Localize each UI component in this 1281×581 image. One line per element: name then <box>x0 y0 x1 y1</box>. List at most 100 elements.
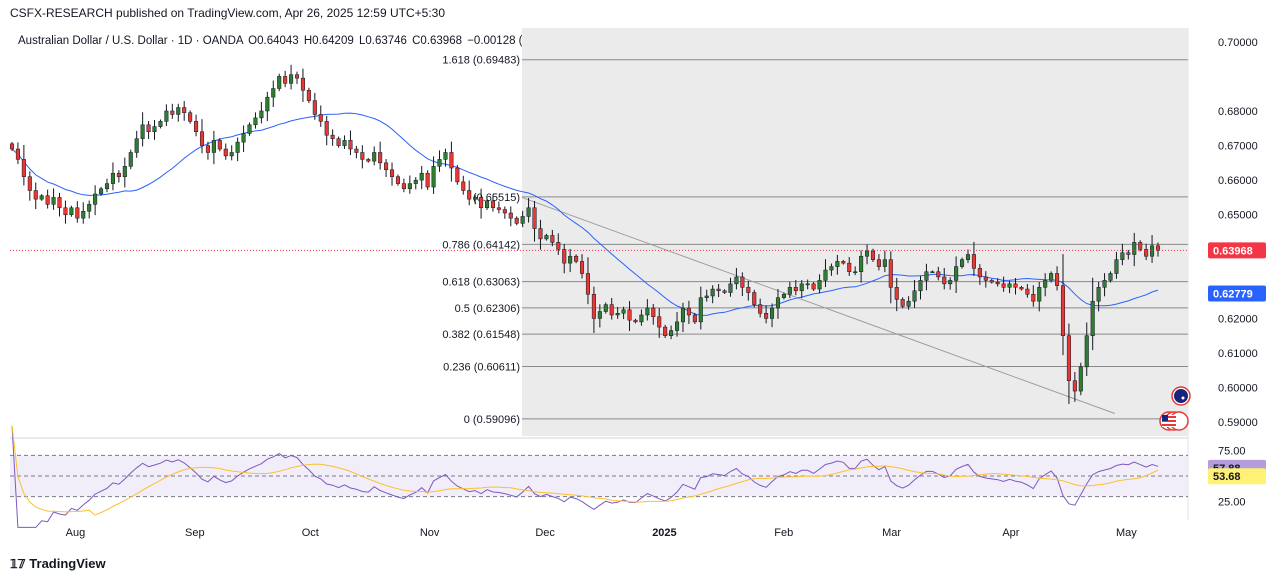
candle-body-112 <box>675 321 680 331</box>
tradingview-logo[interactable]: 𝟙𝟟 TradingView <box>10 556 106 571</box>
au-flag-fill <box>1174 389 1188 403</box>
candle-body-185 <box>1108 273 1113 281</box>
y-tick-3: 0.66000 <box>1218 175 1258 187</box>
candle-body-29 <box>182 107 187 113</box>
candle-body-165 <box>989 280 994 283</box>
candle-body-158 <box>948 280 953 285</box>
candle-body-96 <box>579 261 585 274</box>
candle-body-188 <box>1126 252 1131 255</box>
us-flag-stripe-0 <box>1162 416 1176 418</box>
publish-header: CSFX-RESEARCH published on TradingView.c… <box>10 6 446 20</box>
candle-body-12 <box>81 211 86 219</box>
candle-body-74 <box>449 152 454 169</box>
candle-body-18 <box>116 172 121 177</box>
candle-body-13 <box>87 204 92 212</box>
candle-body-123 <box>740 276 745 288</box>
ma-tag-bg <box>1208 285 1266 302</box>
candle-body-151 <box>906 300 911 307</box>
rsi-y-tick-0: 75.00 <box>1218 445 1246 457</box>
candle-body-192 <box>1150 245 1155 257</box>
candle-body-89 <box>538 228 543 240</box>
candle-body-155 <box>930 271 935 274</box>
candle-body-91 <box>550 235 555 243</box>
us-flag-icon <box>1159 411 1189 431</box>
candle-body-176 <box>1055 273 1060 286</box>
candle-body-22 <box>140 124 145 139</box>
candle-body-47 <box>289 74 294 84</box>
candle-body-121 <box>728 283 733 293</box>
fib-label-2: 0.786 (0.64142) <box>442 239 520 251</box>
x-tick-2: Oct <box>302 527 319 539</box>
candle-body-128 <box>770 307 775 319</box>
candle-body-46 <box>283 76 288 84</box>
candle-body-131 <box>787 287 792 295</box>
candle-body-60 <box>366 159 371 162</box>
candle-body-39 <box>241 133 246 143</box>
candle-body-184 <box>1102 280 1107 288</box>
candle-body-95 <box>574 255 579 262</box>
candle-body-24 <box>152 126 157 132</box>
candle-body-135 <box>811 283 816 290</box>
y-tick-8: 0.59000 <box>1218 417 1258 429</box>
candle-body-161 <box>965 254 971 260</box>
candle-body-34 <box>211 140 216 153</box>
high-value: H0.64209 <box>303 35 354 47</box>
candle-body-154 <box>924 271 929 281</box>
candle-body-156 <box>936 271 941 278</box>
y-tick-2: 0.67000 <box>1218 141 1258 153</box>
candle-body-48 <box>294 74 300 79</box>
candle-body-139 <box>835 261 840 267</box>
candle-body-77 <box>467 190 472 200</box>
candle-body-149 <box>894 287 899 300</box>
candle-body-143 <box>859 255 864 273</box>
x-tick-4: Dec <box>535 527 555 539</box>
candle-body-36 <box>223 148 228 157</box>
candle-body-137 <box>823 269 828 281</box>
candle-body-106 <box>639 314 644 323</box>
candle-body-8 <box>57 197 62 209</box>
rsi-line <box>11 425 1159 528</box>
candle-body-70 <box>425 172 430 188</box>
fib-zone <box>522 28 1188 436</box>
candle-body-58 <box>354 148 359 153</box>
candle-body-10 <box>69 207 74 215</box>
candle-body-28 <box>176 107 181 115</box>
candle-body-104 <box>627 309 632 321</box>
candle-body-132 <box>793 287 798 292</box>
candle-body-145 <box>870 250 876 260</box>
candle-body-160 <box>960 259 965 267</box>
au-flag-icon <box>1171 386 1191 406</box>
candle-body-142 <box>853 271 858 274</box>
candle-body-30 <box>188 112 193 122</box>
candle-body-122 <box>734 276 739 285</box>
candle-body-129 <box>775 297 781 309</box>
x-tick-9: May <box>1116 527 1137 539</box>
candle-body-9 <box>63 207 68 215</box>
candle-body-21 <box>134 138 139 153</box>
symbol-name[interactable]: Australian Dollar / U.S. Dollar · 1D · O… <box>18 35 243 47</box>
candle-body-117 <box>704 295 709 298</box>
candle-body-15 <box>99 188 104 195</box>
flags <box>1159 386 1191 431</box>
candle-body-71 <box>431 166 436 188</box>
candle-body-25 <box>158 121 163 127</box>
ma-line <box>11 112 1159 316</box>
candle-body-177 <box>1060 285 1066 336</box>
candle-body-181 <box>1084 335 1089 368</box>
candle-body-153 <box>918 280 923 292</box>
candle-body-43 <box>265 96 270 112</box>
candle-body-163 <box>977 268 982 278</box>
candle-body-173 <box>1037 287 1042 302</box>
candle-body-140 <box>841 261 846 264</box>
candle-body-111 <box>669 330 674 336</box>
candle-body-179 <box>1072 380 1077 392</box>
candle-body-17 <box>110 172 115 184</box>
candle-body-23 <box>146 124 151 132</box>
fib-label-5: 0.382 (0.61548) <box>442 329 520 341</box>
candle-body-102 <box>615 313 620 316</box>
candle-body-147 <box>882 259 887 267</box>
candle-body-16 <box>104 183 110 190</box>
x-tick-1: Sep <box>185 527 205 539</box>
candle-body-55 <box>336 138 341 146</box>
